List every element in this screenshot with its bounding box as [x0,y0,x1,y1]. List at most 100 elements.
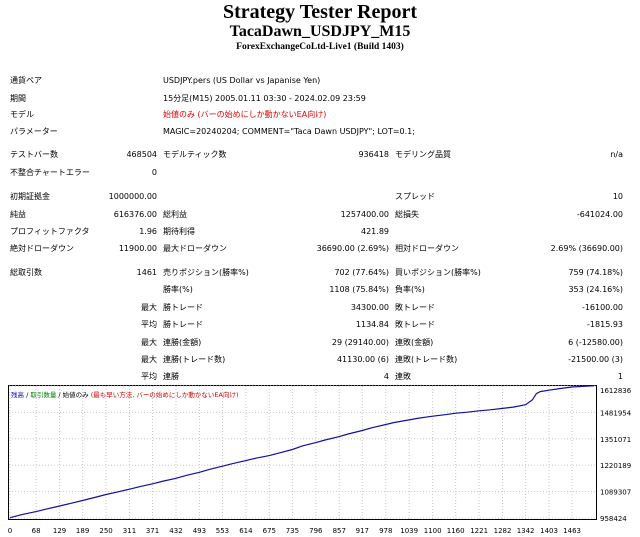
x-tick-label: 735 [286,527,299,535]
gross-loss-value: -641024.00 [576,210,623,219]
largest-loss-value: -16100.00 [581,303,623,312]
short-value: 702 (77.64%) [334,268,389,277]
x-tick-label: 1100 [424,527,442,535]
balance-chart: 残高 / 取引数量 / 始値のみ (最も早い方法, バーの始めにしか動かないEA… [8,385,632,535]
period-value: 15分足(M15) 2005.01.11 03:30 - 2024.02.09 … [163,94,366,103]
max-dd-value: 36690.00 (2.69%) [316,244,389,253]
net-label: 純益 [10,210,26,219]
consec-profit-value: 41130.00 (6) [336,355,389,364]
x-tick-label: 0 [8,527,12,535]
loss-rate-label: 負率(%) [395,285,425,294]
legend-lot: 取引数量 [30,390,57,399]
mismatch-label: 不整合チャートエラー [10,168,90,177]
consec-losses-label: 連敗(金額) [395,338,434,347]
trades-value: 1461 [136,268,157,277]
bars-value: 468504 [126,150,157,159]
deposit-value: 1000000.00 [108,192,157,201]
largest-win-value: 34300.00 [350,303,389,312]
avg-prefix-2: 平均 [141,372,157,381]
avg-prefix-1: 平均 [141,320,157,329]
y-tick-label: 1220189 [600,462,631,470]
y-axis-ticks: 1612836 1481954 1351071 1220189 1089307 95842… [600,387,632,523]
legend-balance: 残高 [11,390,25,399]
quality-value: n/a [610,150,623,159]
legend-note: (最も早い方法, バーの始めにしか動かないEA向け) [89,390,239,399]
x-tick-label: 493 [193,527,206,535]
legend-sep-2: / [56,391,62,399]
max-prefix-3: 最大 [141,355,157,364]
balance-series-line [9,385,595,519]
net-value: 616376.00 [113,210,157,219]
y-tick-label: 1351071 [600,436,631,444]
report-server: ForexExchangeCoLtd-Live1 (Build 1403) [236,42,404,52]
bars-label: テストバー数 [10,150,58,159]
y-tick-label: 1481954 [600,409,632,417]
period-label: 期間 [10,94,26,103]
x-tick-label: 796 [309,527,323,535]
short-label: 売りポジション(勝率%) [163,268,249,277]
max-dd-label: 最大ドローダウン [163,244,227,253]
pf-label: プロフィットファクタ [10,227,90,236]
model-label: モデル [10,110,34,119]
expected-label: 期待利得 [163,227,195,236]
model-value: 始値のみ (バーの始めにしか動かないEA向け) [163,110,327,119]
consec-loss-value: -21500.00 (3) [568,355,623,364]
y-tick-label: 1089307 [600,489,631,497]
consec-wins-label: 連勝(金額) [163,338,202,347]
x-tick-label: 68 [32,527,41,535]
pair-label: 通貨ペア [10,76,42,85]
avg-win-label: 勝トレード [163,320,203,329]
x-tick-label: 371 [146,527,159,535]
pair-value: USDJPY.pers (US Dollar vs Japanise Yen) [163,76,321,85]
x-tick-label: 553 [216,527,229,535]
quality-label: モデリング品質 [395,150,451,159]
avg-loss-value: -1815.93 [587,320,623,329]
gross-loss-label: 総損失 [395,210,419,219]
x-tick-label: 614 [239,527,253,535]
chart-legend: 残高 / 取引数量 / 始値のみ (最も早い方法, バーの始めにしか動かないEA… [11,390,238,399]
params-label: パラメーター [10,127,58,136]
pf-value: 1.96 [139,227,157,236]
x-tick-label: 1342 [517,527,535,535]
avg-consec-wins-label: 連勝 [163,372,179,381]
x-tick-label: 917 [356,527,369,535]
largest-loss-label: 敗トレード [395,303,435,312]
x-tick-label: 250 [99,527,112,535]
params-value: MAGIC=20240204; COMMENT="Taca Dawn USDJP… [163,127,415,136]
gross-profit-label: 総利益 [163,210,187,219]
expected-value: 421.89 [361,227,389,236]
report-subtitle: TacaDawn_USDJPY_M15 [229,23,411,40]
chart-plot-area [8,385,597,520]
spread-label: スプレッド [395,192,435,201]
avg-consec-wins-value: 4 [383,372,389,381]
max-prefix-2: 最大 [141,338,157,347]
avg-consec-losses-value: 1 [617,372,623,381]
x-tick-label: 1160 [447,527,465,535]
x-tick-label: 1221 [470,527,488,535]
chart-grid [9,385,596,519]
abs-dd-value: 11900.00 [118,244,157,253]
x-tick-label: 311 [123,527,136,535]
rel-dd-label: 相対ドローダウン [395,244,459,253]
loss-rate-value: 353 (24.16%) [568,285,623,294]
legend-sep-1: / [24,391,30,399]
spread-value: 10 [612,192,623,201]
long-label: 買いポジション(勝率%) [395,268,481,277]
x-tick-label: 1039 [400,527,418,535]
ticks-label: モデルティック数 [163,150,227,159]
max-prefix-1: 最大 [141,303,157,312]
win-rate-label: 勝率(%) [163,285,193,294]
consec-profit-label: 連勝(トレード数) [163,355,226,364]
x-tick-label: 978 [379,527,392,535]
consec-loss-label: 連敗(トレード数) [395,355,458,364]
avg-consec-losses-label: 連敗 [395,372,411,381]
x-tick-label: 675 [263,527,276,535]
mismatch-value: 0 [151,168,157,177]
long-value: 759 (74.18%) [568,268,623,277]
x-tick-label: 1463 [563,527,581,535]
x-tick-label: 857 [333,527,346,535]
largest-win-label: 勝トレード [163,303,203,312]
win-rate-value: 1108 (75.84%) [329,285,389,294]
gross-profit-value: 1257400.00 [340,210,389,219]
x-tick-label: 1403 [540,527,558,535]
